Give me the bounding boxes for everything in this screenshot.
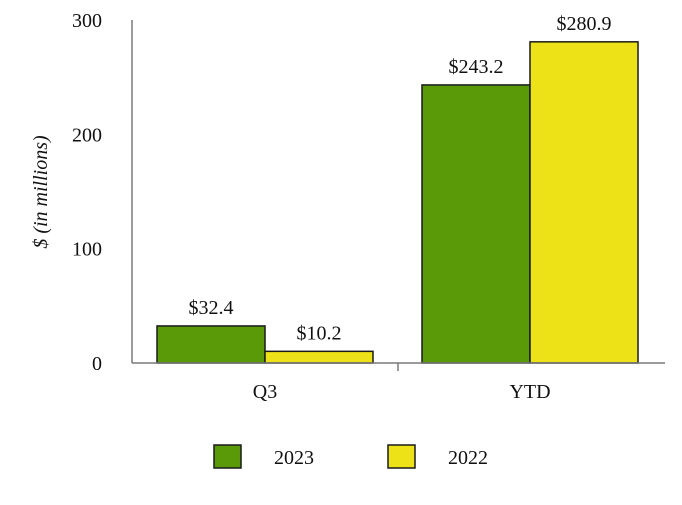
- legend-swatch-2023: [213, 444, 242, 469]
- y-tick-label: 0: [92, 353, 102, 375]
- x-category-label: Q3: [253, 381, 277, 403]
- y-tick-label: 100: [72, 239, 102, 261]
- data-label: $243.2: [449, 56, 504, 78]
- bar-2022-ytd: [529, 41, 639, 364]
- x-axis: Q3 YTD: [132, 362, 665, 403]
- y-axis-title: $ (in millions): [30, 135, 52, 249]
- bar-2022-q3: [264, 350, 374, 364]
- bar-2023-ytd: [421, 84, 531, 364]
- x-category-label: YTD: [509, 381, 550, 403]
- data-labels: $32.4 $243.2 $10.2 $280.9: [189, 13, 612, 345]
- y-axis: 0 100 200 300: [72, 10, 133, 375]
- bar-2023-q3: [156, 325, 266, 364]
- bar-series: [156, 41, 639, 364]
- data-label: $32.4: [189, 297, 234, 319]
- legend-label: 2022: [448, 447, 488, 469]
- legend-label: 2023: [274, 447, 314, 469]
- y-tick-label: 200: [72, 124, 102, 146]
- legend-swatch-2022: [387, 444, 416, 469]
- y-tick-label: 300: [72, 10, 102, 32]
- legend: 2023 2022: [213, 444, 488, 469]
- data-label: $280.9: [557, 13, 612, 35]
- data-label: $10.2: [297, 322, 342, 344]
